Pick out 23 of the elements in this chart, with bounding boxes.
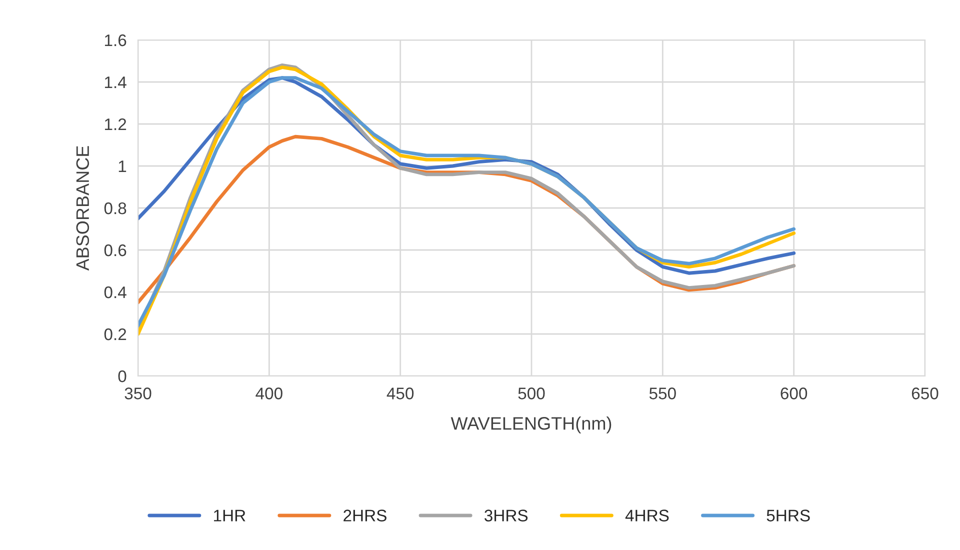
x-tick-label: 650 [912, 388, 938, 400]
x-tick-label: 400 [256, 388, 282, 400]
x-tick-label: 600 [780, 388, 808, 400]
legend-label: 1HR [214, 510, 246, 522]
legend-label: 3HRS [484, 510, 528, 522]
x-tick-label: 450 [386, 388, 414, 400]
y-tick-label: 1.4 [104, 76, 126, 88]
x-tick-label: 500 [518, 388, 545, 400]
y-tick-label: 0.2 [104, 328, 126, 340]
y-tick-label: 0 [118, 370, 126, 382]
x-axis-title: WAVELENGTH(nm) [450, 416, 612, 434]
x-tick-label: 550 [649, 388, 676, 400]
y-tick-label: 0.4 [104, 286, 126, 298]
legend-label: 4HRS [625, 510, 669, 522]
y-tick-label: 0.6 [104, 244, 126, 256]
legend-label: 5HRS [766, 510, 810, 522]
y-tick-label: 1.6 [104, 34, 126, 46]
y-tick-label: 1 [118, 160, 126, 172]
x-tick-label: 350 [124, 388, 152, 400]
legend-label: 2HRS [344, 510, 386, 522]
y-axis-title: ABSORBANCE [76, 146, 90, 271]
y-tick-label: 1.2 [104, 118, 126, 130]
y-tick-label: 0.8 [104, 202, 126, 214]
